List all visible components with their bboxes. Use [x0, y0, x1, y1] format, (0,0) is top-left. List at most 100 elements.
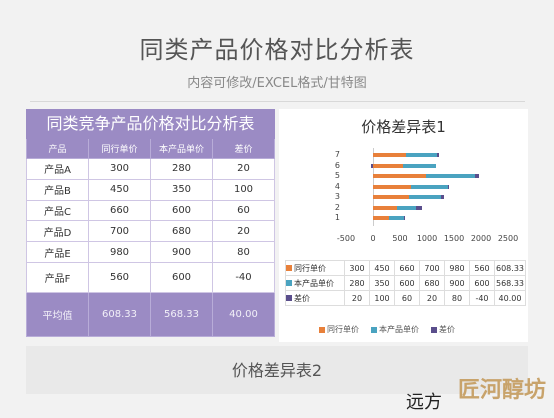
table-cell: 350: [151, 179, 213, 201]
bar-差价: [436, 153, 439, 157]
legend-swatch: [286, 280, 292, 286]
table-cell: 产品A: [26, 159, 89, 180]
chart-table-cell: 600: [394, 275, 420, 291]
y-tick-label: 3: [334, 192, 340, 201]
chart-table-cell: 100: [369, 290, 395, 306]
bar-本产品单价: [410, 184, 448, 189]
y-tick-label: 2: [334, 202, 340, 212]
chart-data-table: 同行单价 300 450 660 700 980 560 608.33 本产品单价 280 350 6…: [285, 260, 526, 306]
table-cell: 产品F: [26, 262, 89, 293]
chart-table-cell: 450: [369, 260, 395, 276]
table-row: 产品C 660 600 60: [26, 200, 275, 222]
x-tick-label: 500: [392, 233, 408, 243]
chart-table-row: 差价 20 100 60 20 80 -40 40.00: [285, 290, 526, 306]
table-cell: 980: [89, 242, 151, 263]
chart-area: 7 6 5 4 3 2 1 -500 0 500 1000 1500 2000 2500 同行单价 300 45…: [279, 140, 528, 340]
y-tick-label: 1: [334, 213, 340, 222]
table-body: 产品A 300 280 20 产品B 450 350 100 产品C 660 600 60 产品D 700…: [26, 159, 275, 293]
chart-table-cell: 700: [419, 260, 445, 276]
chart-table-cell: 600: [469, 275, 495, 291]
table-row: 产品E 980 900 80: [26, 242, 275, 263]
bottom-title: 价格差异表2: [231, 361, 323, 380]
legend-label: 差价: [439, 325, 455, 334]
chart-table-series-label: 本产品单价: [285, 275, 345, 291]
bar-同行单价: [373, 163, 404, 168]
chart-table-cell: 900: [444, 275, 470, 291]
table-row: 产品D 700 680 20: [26, 221, 275, 243]
legend-label: 同行单价: [327, 325, 359, 334]
divider: [30, 101, 525, 102]
table-cell: 产品E: [26, 242, 89, 263]
bottom-panel: [26, 346, 528, 394]
price-table: 同类竞争产品价格对比分析表 产品 同行单价 本产品单价 差价 产品A 300 280…: [26, 109, 275, 337]
bar-同行单价: [373, 205, 398, 210]
bar-差价: [474, 174, 479, 178]
x-tick-label: 2500: [497, 233, 519, 243]
table-cell: 560: [89, 262, 151, 293]
y-tick-label: 4: [334, 181, 340, 191]
table-cell: 600: [151, 200, 213, 222]
chart-table-series-name: 本产品单价: [294, 278, 334, 288]
table-cell: -40: [213, 262, 275, 293]
chart-table-series-label: 差价: [285, 290, 345, 306]
x-tick-label: 2000: [470, 233, 492, 243]
table-cell: 680: [151, 221, 213, 243]
chart-table-cell: 980: [444, 260, 470, 276]
legend-swatch: [319, 326, 325, 333]
bar-同行单价: [373, 174, 426, 178]
table-row: 产品B 450 350 100: [26, 179, 275, 201]
table-row: 产品A 300 280 20: [26, 159, 275, 180]
table-average-row: 平均值 608.33 568.33 40.00: [26, 292, 275, 337]
table-cell: 80: [213, 242, 275, 263]
chart-table-row: 同行单价 300 450 660 700 980 560 608.33: [285, 260, 526, 276]
table-cell: 600: [151, 262, 213, 293]
x-tick-label: 1500: [443, 233, 465, 243]
bar-同行单价: [373, 184, 411, 189]
chart-table-cell: 60: [394, 290, 420, 306]
chart-table-cell: 350: [369, 275, 395, 291]
legend-label: 本产品单价: [379, 325, 419, 334]
table-cell: 产品D: [26, 221, 89, 243]
table-title: 同类竞争产品价格对比分析表: [26, 109, 275, 139]
y-tick-label: 6: [334, 160, 340, 170]
chart-table-cell: 568.33: [494, 275, 526, 291]
table-cell: 平均值: [26, 292, 89, 337]
chart-table-cell: 660: [394, 260, 420, 276]
chart-table-series-label: 同行单价: [285, 260, 345, 276]
table-cell: 450: [89, 179, 151, 201]
chart-table-cell: 608.33: [494, 260, 526, 276]
chart-table-cell: 280: [344, 275, 370, 291]
table-row: 产品F 560 600 -40: [26, 262, 275, 293]
col-header: 本产品单价: [151, 139, 213, 159]
bar-本产品单价: [405, 153, 437, 157]
legend-swatch: [286, 295, 292, 301]
page-title: 同类产品价格对比分析表: [139, 36, 415, 64]
legend-swatch: [431, 326, 437, 333]
chart-table-cell: 680: [419, 275, 445, 291]
table-cell: 300: [89, 159, 151, 180]
y-tick-label: 5: [334, 171, 340, 180]
bar-差价: [404, 216, 406, 220]
bar-本产品单价: [425, 174, 475, 178]
chart-title: 价格差异表1: [361, 118, 446, 136]
table-cell: 20: [213, 221, 275, 243]
bar-本产品单价: [397, 205, 417, 210]
chart-table-cell: 20: [419, 290, 445, 306]
chart-table-cell: 560: [469, 260, 495, 276]
chart-table-cell: -40: [469, 290, 495, 306]
table-cell: 280: [151, 159, 213, 180]
bar-本产品单价: [408, 195, 442, 199]
chart-table-series-name: 差价: [294, 293, 310, 303]
x-tick-label: 1000: [416, 233, 438, 243]
chart-table-cell: 80: [444, 290, 470, 306]
bar-差价: [370, 163, 373, 168]
table-cell: 20: [213, 159, 275, 180]
watermark-text: 远方: [406, 392, 442, 413]
chart-table-cell: 20: [344, 290, 370, 306]
bar-同行单价: [373, 216, 390, 220]
bar-同行单价: [373, 153, 406, 157]
bar-本产品单价: [403, 163, 436, 168]
bar-同行单价: [373, 195, 409, 199]
table-cell: 40.00: [213, 292, 275, 337]
table-cell: 60: [213, 200, 275, 222]
